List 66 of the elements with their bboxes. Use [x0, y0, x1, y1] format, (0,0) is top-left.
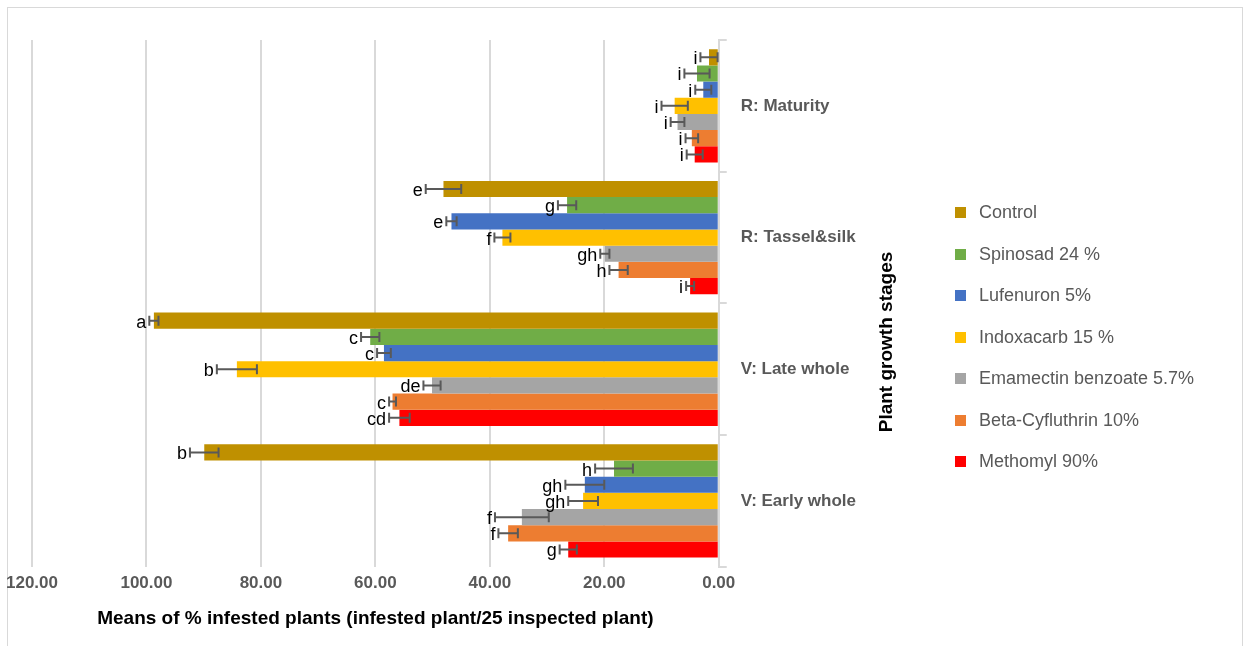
data-label: f — [486, 228, 493, 249]
bar — [677, 113, 718, 131]
x-tick-label: 100.00 — [120, 572, 173, 592]
data-label: g — [546, 540, 557, 561]
x-tick-label: 0.00 — [702, 572, 736, 592]
bar — [618, 261, 718, 278]
data-label: b — [176, 443, 187, 464]
bar — [508, 525, 718, 542]
y-axis-title: Plant growth stages — [875, 251, 897, 433]
data-label: a — [136, 311, 148, 332]
bar — [432, 377, 718, 394]
bar — [614, 460, 718, 477]
data-label: de — [400, 376, 421, 397]
bar — [392, 393, 718, 410]
data-label: f — [490, 524, 497, 545]
y-tick-label: V: Early whole — [740, 490, 856, 510]
data-label: f — [486, 508, 493, 529]
data-label: h — [596, 260, 607, 281]
x-tick-label: 60.00 — [354, 572, 397, 592]
bar — [691, 130, 718, 147]
bar — [399, 409, 718, 426]
data-label: gh — [577, 244, 598, 265]
data-label: b — [203, 360, 214, 381]
legend-label: Spinosad 24 % — [979, 243, 1101, 265]
legend-label: Emamectin benzoate 5.7% — [979, 368, 1195, 390]
x-tick-label: 80.00 — [239, 572, 283, 592]
data-label: h — [582, 459, 593, 480]
data-label: i — [654, 96, 659, 117]
bar — [674, 97, 718, 114]
y-tick-label: R: Maturity — [740, 95, 831, 115]
bar — [690, 278, 718, 295]
bar — [584, 476, 718, 493]
data-label: i — [679, 145, 684, 166]
bar — [583, 492, 718, 510]
legend-label: Control — [979, 202, 1038, 224]
bar — [568, 541, 718, 558]
legend-label: Indoxacarb 15 % — [979, 326, 1115, 348]
legend-label: Beta-Cyfluthrin 10% — [979, 409, 1140, 431]
x-tick-label: 120.00 — [6, 572, 58, 592]
bar — [502, 229, 718, 246]
data-label: g — [544, 196, 555, 217]
data-label: e — [412, 179, 423, 200]
bar — [567, 197, 718, 214]
x-axis-title: Means of % infested plants (infested plant/25 inspected plant) — [97, 606, 654, 628]
data-label: i — [677, 64, 682, 85]
data-label: i — [688, 80, 693, 101]
bar — [443, 180, 718, 198]
bar — [236, 361, 718, 378]
x-tick-label: 40.00 — [468, 572, 512, 592]
y-tick-label: V: Late whole — [740, 358, 850, 378]
data-label: e — [433, 212, 444, 233]
data-label: i — [663, 113, 668, 133]
bar — [694, 146, 718, 163]
legend-label: Methomyl 90% — [979, 451, 1099, 473]
x-tick-label: 20.00 — [583, 572, 626, 592]
bar — [204, 444, 718, 461]
data-label: c — [365, 344, 375, 365]
y-tick-label: R: Tassel&silk — [740, 227, 857, 247]
bar — [604, 245, 718, 262]
data-label: c — [349, 327, 359, 348]
bar — [383, 344, 718, 362]
legend-label: Lufenuron 5% — [979, 285, 1092, 307]
bar — [370, 328, 718, 345]
bar — [153, 312, 718, 329]
data-label: i — [679, 277, 684, 298]
data-label: i — [693, 48, 698, 69]
